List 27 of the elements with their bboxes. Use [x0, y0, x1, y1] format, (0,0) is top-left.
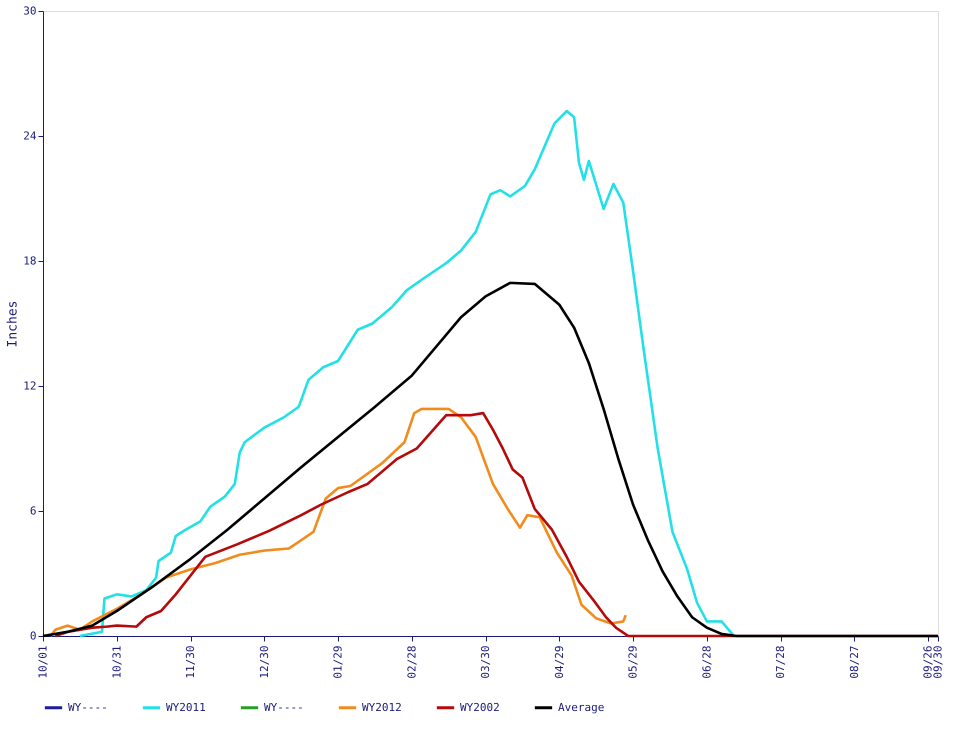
legend-label: WY----: [68, 700, 108, 714]
x-tick-label: 11/30: [184, 646, 198, 679]
x-tick-label: 09/30: [932, 646, 944, 679]
y-tick-label: 30: [23, 4, 36, 18]
x-tick-label: 12/30: [258, 646, 271, 679]
legend-label: WY2011: [166, 700, 206, 714]
x-tick-label: 06/28: [700, 646, 714, 679]
legend-label: WY2012: [362, 700, 402, 714]
line-series: [78, 110, 736, 638]
x-tick-label: 03/30: [479, 646, 492, 679]
x-tick-label: 10/31: [110, 646, 124, 679]
legend-label: Average: [558, 700, 604, 714]
x-tick-label: 02/28: [405, 646, 418, 679]
y-tick-label: 24: [23, 130, 37, 142]
y-tick-label: 18: [23, 254, 36, 268]
x-tick-label: 08/27: [848, 646, 861, 679]
x-tick-label: 05/29: [626, 646, 640, 679]
y-tick-label: 12: [23, 380, 36, 392]
y-tick-label: 6: [30, 504, 36, 518]
x-tick-label: 07/28: [774, 646, 788, 679]
y-tick-label: 0: [30, 630, 36, 642]
x-tick-label: 01/29: [332, 646, 345, 679]
x-tick-label: 10/01: [36, 646, 50, 679]
x-tick-label: 04/29: [552, 646, 566, 679]
legend-label: WY----: [264, 700, 304, 714]
y-axis-title: Inches: [5, 300, 20, 348]
legend-label: WY2002: [460, 700, 500, 714]
